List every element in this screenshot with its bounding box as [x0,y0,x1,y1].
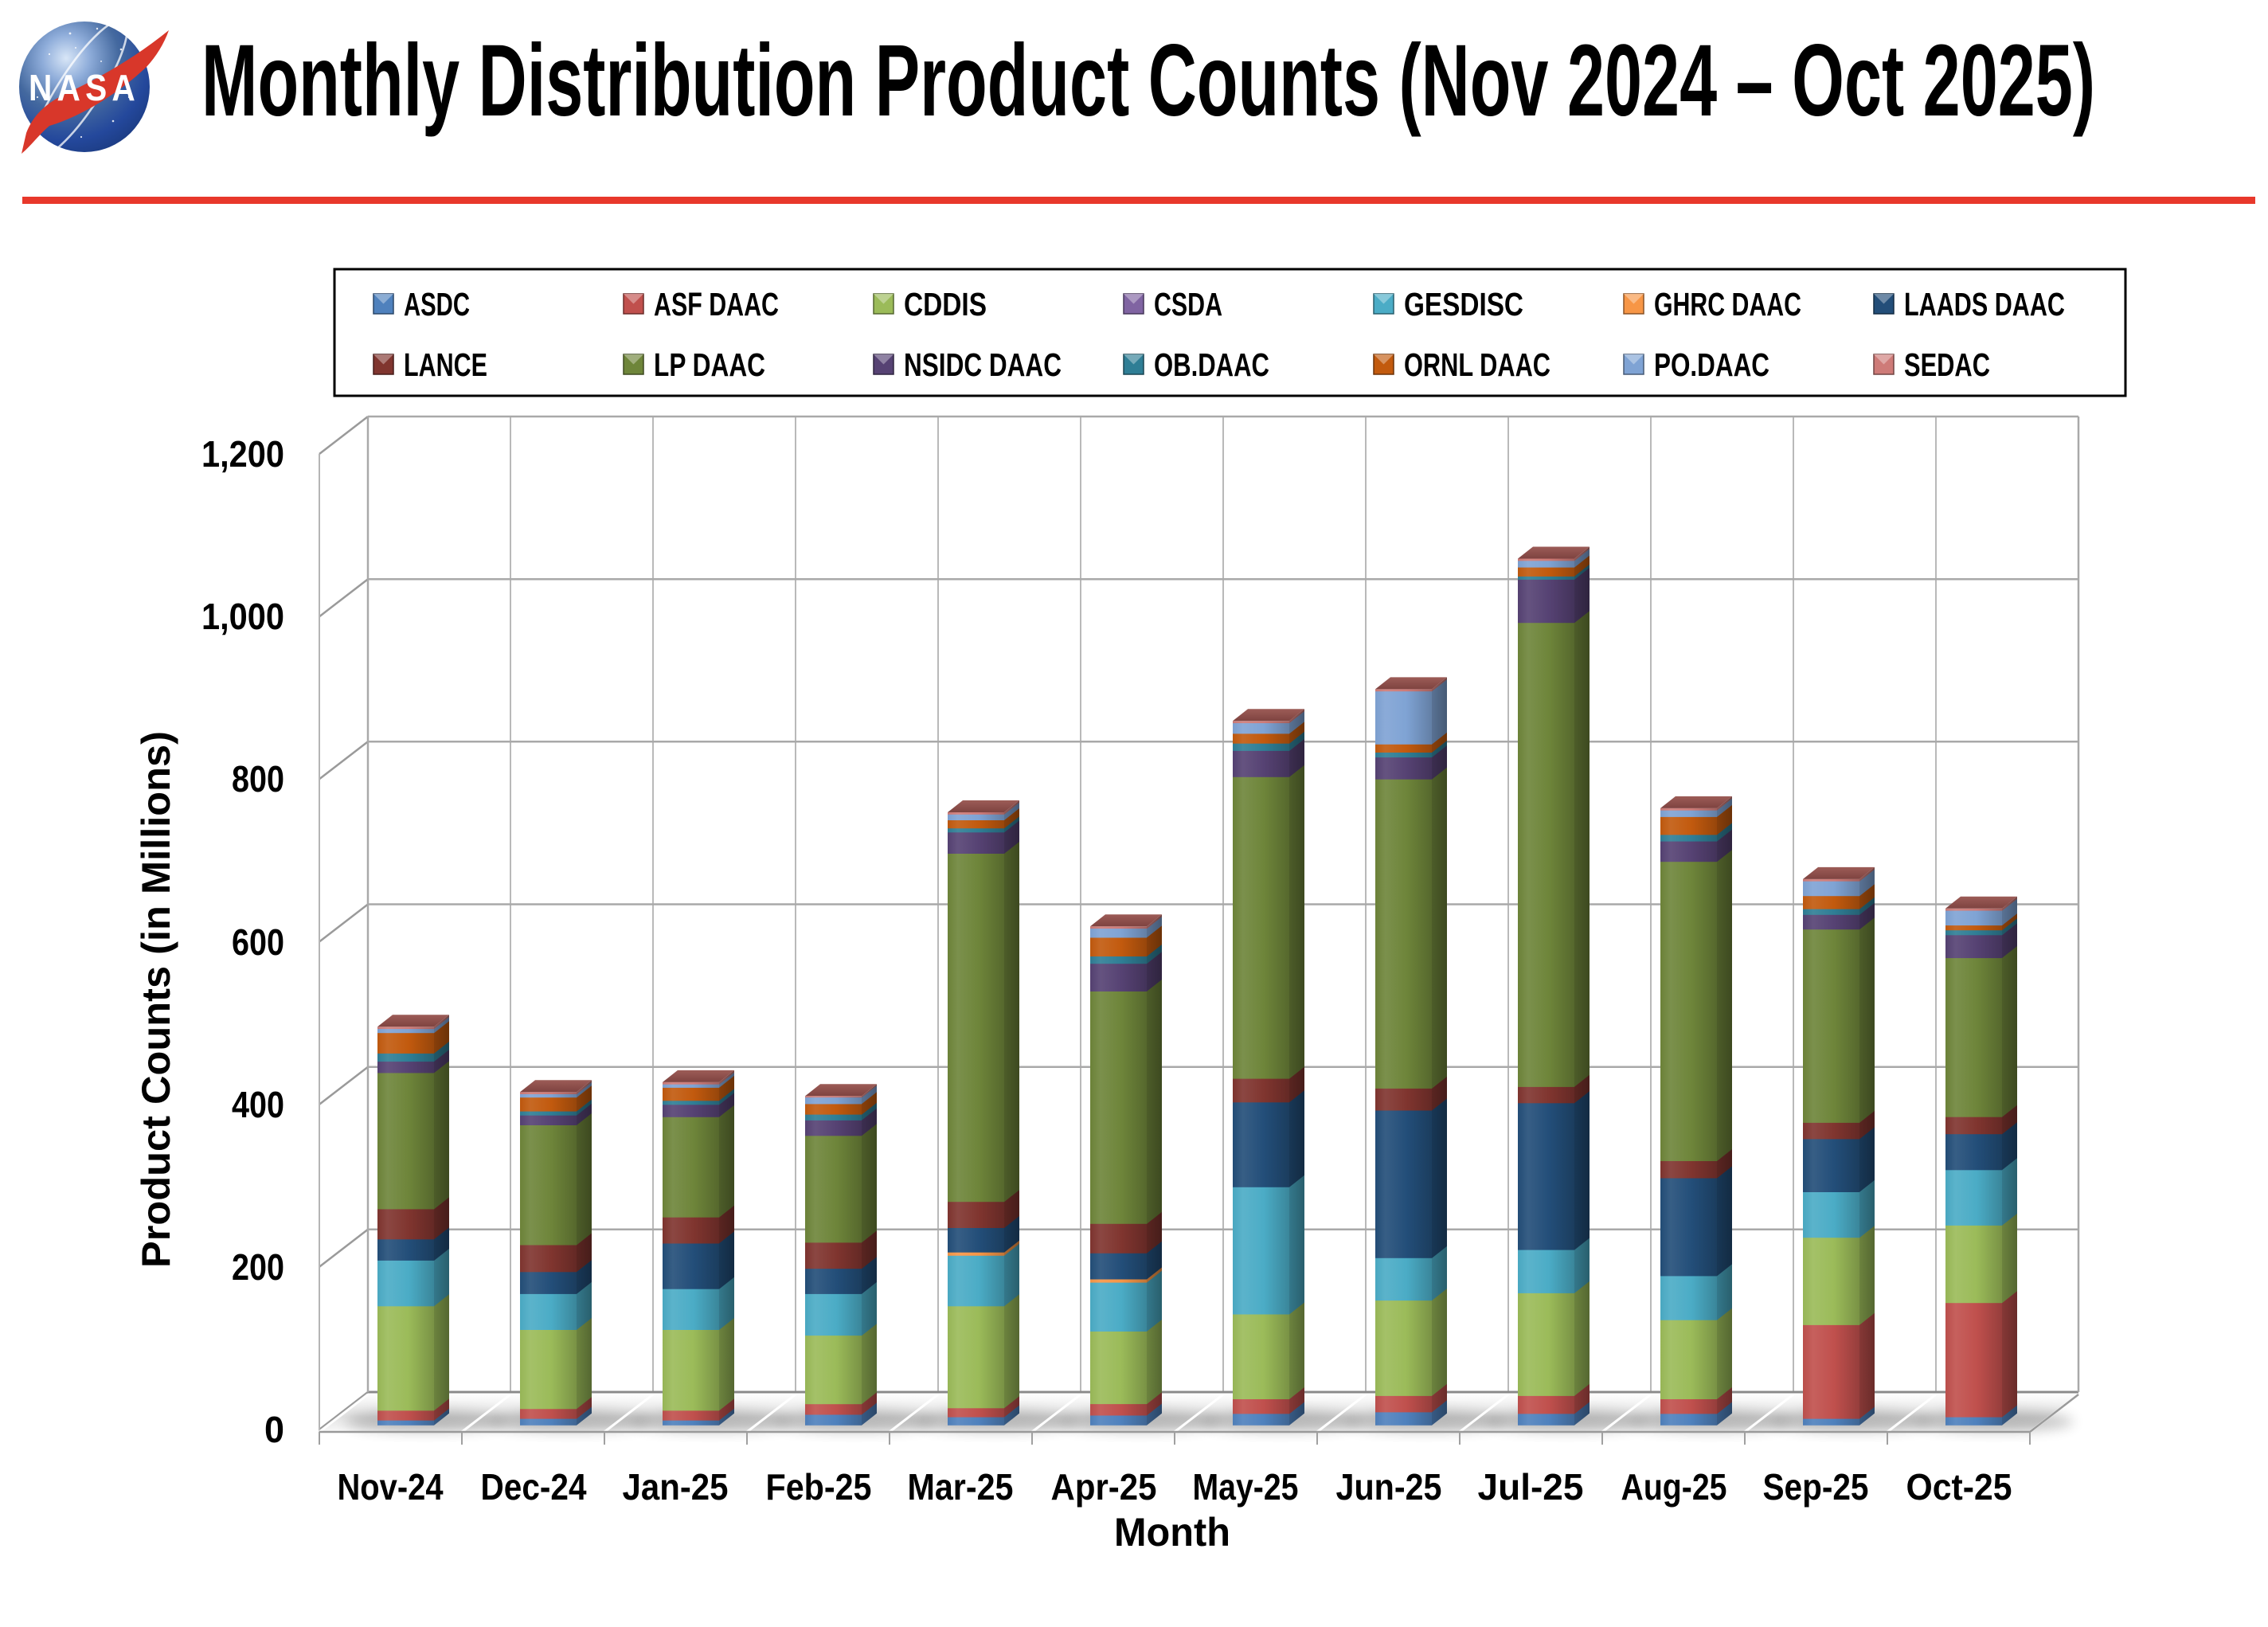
svg-text:Nov-24: Nov-24 [338,1466,444,1508]
svg-text:Jul-25: Jul-25 [1478,1466,1584,1508]
svg-text:LANCE: LANCE [404,346,487,383]
svg-text:CSDA: CSDA [1154,286,1222,323]
svg-text:CDDIS: CDDIS [904,286,987,323]
svg-text:Jun-25: Jun-25 [1336,1466,1442,1508]
svg-text:1,000: 1,000 [201,596,284,637]
svg-text:400: 400 [232,1084,284,1125]
svg-text:ORNL DAAC: ORNL DAAC [1404,346,1550,383]
svg-text:Apr-25: Apr-25 [1051,1466,1157,1508]
svg-text:LAADS DAAC: LAADS DAAC [1904,286,2065,323]
svg-text:OB.DAAC: OB.DAAC [1154,346,1269,383]
svg-text:200: 200 [232,1246,284,1288]
svg-text:600: 600 [232,921,284,963]
svg-text:Jan-25: Jan-25 [623,1466,729,1508]
svg-text:Aug-25: Aug-25 [1621,1466,1727,1508]
svg-text:LP DAAC: LP DAAC [654,346,765,383]
svg-text:0: 0 [264,1409,284,1450]
svg-text:Product Counts (in Millions): Product Counts (in Millions) [134,731,178,1268]
svg-text:Feb-25: Feb-25 [766,1466,872,1508]
svg-text:May-25: May-25 [1193,1466,1299,1508]
svg-text:1,200: 1,200 [201,433,284,475]
svg-text:Dec-24: Dec-24 [481,1466,587,1508]
svg-text:PO.DAAC: PO.DAAC [1654,346,1769,383]
svg-text:ASDC: ASDC [404,286,470,323]
svg-text:SEDAC: SEDAC [1904,346,1990,383]
svg-text:Mar-25: Mar-25 [908,1466,1014,1508]
svg-text:ASF DAAC: ASF DAAC [654,286,779,323]
svg-text:800: 800 [232,758,284,800]
svg-text:GESDISC: GESDISC [1404,286,1523,323]
svg-text:GHRC DAAC: GHRC DAAC [1654,286,1801,323]
svg-text:Oct-25: Oct-25 [1906,1466,2012,1508]
svg-text:NASA: NASA [29,67,140,108]
svg-text:NSIDC DAAC: NSIDC DAAC [904,346,1062,383]
svg-text:Monthly Distribution Product C: Monthly Distribution Product Counts (Nov… [201,24,2095,138]
svg-text:Sep-25: Sep-25 [1763,1466,1869,1508]
svg-text:Month: Month [1114,1510,1230,1555]
